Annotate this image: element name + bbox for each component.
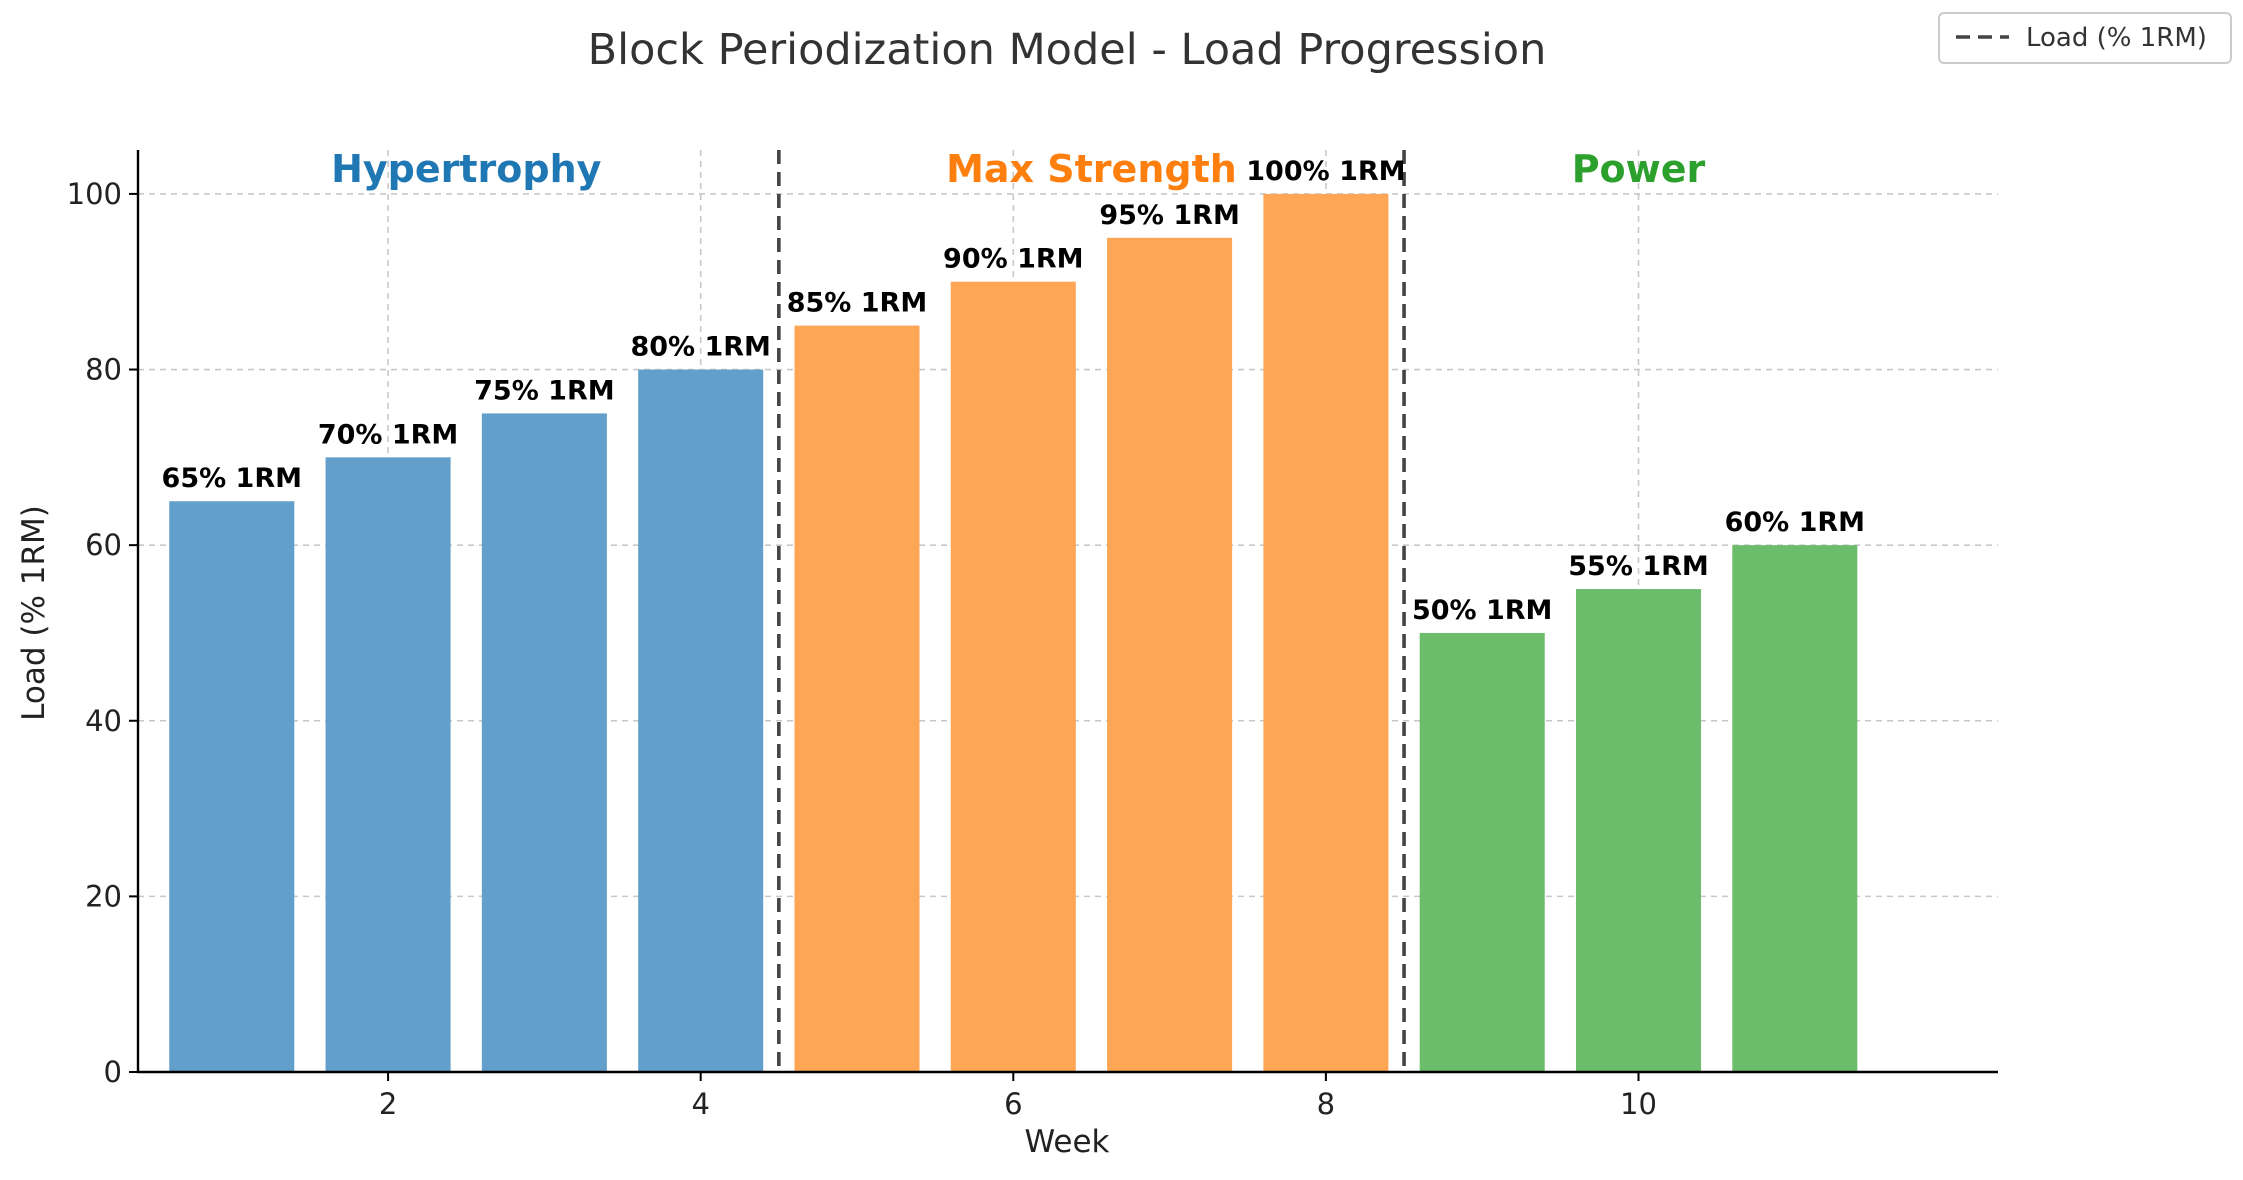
phase-label-power: Power bbox=[1572, 147, 1706, 191]
phase-labels: Hypertrophy Max Strength Power bbox=[331, 147, 1705, 191]
y-tick-label-0: 0 bbox=[104, 1055, 122, 1089]
bar-week-1 bbox=[169, 501, 295, 1072]
bar-label-week-5: 85% 1RM bbox=[787, 288, 927, 319]
bar-week-7 bbox=[1107, 237, 1233, 1073]
bar-label-week-2: 70% 1RM bbox=[318, 419, 458, 450]
bar-label-week-10: 55% 1RM bbox=[1568, 551, 1708, 582]
legend-frame bbox=[1938, 12, 2232, 64]
y-tick-label-40: 40 bbox=[85, 704, 122, 738]
bar-label-week-4: 80% 1RM bbox=[630, 332, 770, 363]
x-tick-label-8: 8 bbox=[1317, 1087, 1335, 1121]
bar-label-week-8: 100% 1RM bbox=[1246, 156, 1405, 187]
bar-week-10 bbox=[1575, 589, 1702, 1072]
bar-labels: 65% 1RM 70% 1RM 75% 1RM 80% 1RM 85% 1RM 90% 1… bbox=[162, 156, 1866, 626]
axes: 0 20 40 60 80 100 2 4 6 8 10 bbox=[67, 150, 1998, 1121]
bar-week-6 bbox=[950, 281, 1076, 1072]
legend: Load (% 1RM) bbox=[1938, 12, 2232, 64]
y-tick-label-100: 100 bbox=[67, 177, 122, 211]
bar-week-5 bbox=[794, 325, 920, 1073]
y-axis-label: Load (% 1RM) bbox=[16, 505, 52, 721]
x-tick-label-10: 10 bbox=[1620, 1087, 1657, 1121]
legend-entry-load: Load (% 1RM) bbox=[2026, 23, 2207, 53]
bar-week-3 bbox=[481, 413, 607, 1072]
bar-label-week-1: 65% 1RM bbox=[162, 463, 302, 494]
bar-week-9 bbox=[1419, 632, 1545, 1072]
bars bbox=[169, 193, 1858, 1073]
bar-label-week-6: 90% 1RM bbox=[943, 244, 1083, 275]
y-tick-label-60: 60 bbox=[85, 528, 122, 562]
bar-label-week-9: 50% 1RM bbox=[1412, 595, 1552, 626]
bar-label-week-3: 75% 1RM bbox=[474, 375, 614, 406]
bar-week-11 bbox=[1732, 545, 1858, 1072]
x-tick-label-6: 6 bbox=[1004, 1087, 1022, 1121]
bar-label-week-11: 60% 1RM bbox=[1725, 507, 1865, 538]
y-tick-label-80: 80 bbox=[85, 353, 122, 387]
y-tick-label-20: 20 bbox=[85, 879, 122, 913]
bar-label-week-7: 95% 1RM bbox=[1099, 200, 1239, 231]
x-tick-label-2: 2 bbox=[379, 1087, 397, 1121]
x-tick-label-4: 4 bbox=[691, 1087, 709, 1121]
chart-title: Block Periodization Model - Load Progres… bbox=[588, 25, 1547, 75]
bar-week-4 bbox=[638, 369, 764, 1072]
bar-week-8 bbox=[1263, 193, 1389, 1072]
phase-label-max-strength: Max Strength bbox=[946, 147, 1237, 191]
x-axis-label: Week bbox=[1025, 1124, 1110, 1160]
phase-label-hypertrophy: Hypertrophy bbox=[331, 147, 602, 191]
bar-week-2 bbox=[325, 457, 451, 1072]
